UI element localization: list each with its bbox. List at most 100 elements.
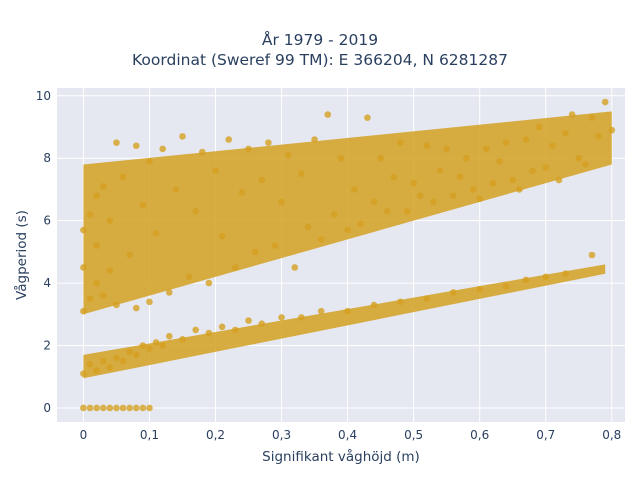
- data-point: [159, 342, 166, 349]
- data-point: [291, 264, 299, 271]
- dense-point-bands: [83, 111, 612, 379]
- data-point: [245, 145, 252, 153]
- data-point: [132, 304, 140, 312]
- data-point: [456, 173, 464, 181]
- data-point: [139, 404, 147, 412]
- data-point: [245, 317, 252, 324]
- data-point: [126, 348, 133, 356]
- data-point: [119, 404, 127, 412]
- data-point: [304, 223, 312, 231]
- data-point: [258, 320, 266, 327]
- data-point: [146, 404, 153, 412]
- data-point: [192, 326, 199, 334]
- y-tick-label: 8: [43, 151, 51, 165]
- y-tick-label: 0: [43, 401, 51, 415]
- data-point: [350, 186, 358, 193]
- data-point: [516, 186, 523, 193]
- data-point: [549, 142, 556, 150]
- data-point: [238, 189, 246, 196]
- data-point: [463, 154, 470, 162]
- data-point: [483, 145, 490, 153]
- data-point: [476, 195, 483, 203]
- data-point: [522, 276, 530, 284]
- data-point: [529, 167, 536, 175]
- data-point: [588, 251, 596, 259]
- data-point: [311, 136, 318, 143]
- data-point: [185, 273, 193, 281]
- data-point: [522, 136, 530, 143]
- data-point: [86, 295, 94, 303]
- data-point: [146, 158, 153, 165]
- data-point: [139, 201, 147, 209]
- data-point: [86, 360, 94, 368]
- data-point: [496, 158, 503, 165]
- data-point: [397, 298, 404, 306]
- data-point: [93, 279, 100, 287]
- data-point: [562, 270, 569, 278]
- data-point: [469, 186, 477, 193]
- data-point: [568, 111, 576, 118]
- y-axis-title: Vågperiod (s): [13, 210, 30, 300]
- data-point: [436, 167, 444, 175]
- data-point: [489, 179, 497, 187]
- data-point: [218, 232, 226, 240]
- data-point: [165, 289, 173, 296]
- data-point: [106, 267, 114, 274]
- data-point: [199, 148, 206, 156]
- data-point: [377, 154, 384, 162]
- data-point: [397, 139, 404, 146]
- x-tick-label: 0,1: [140, 428, 159, 442]
- data-point: [132, 351, 140, 359]
- x-axis-ticks: 0 0,1 0,2 0,3 0,4 0,5 0,6 0,7 0,8: [80, 428, 622, 442]
- y-axis-ticks: 0 2 4 6 8 10: [36, 89, 51, 415]
- data-point: [126, 404, 133, 412]
- data-point: [106, 217, 114, 224]
- data-point: [430, 198, 437, 206]
- data-point: [423, 142, 431, 150]
- x-axis-title: Signifikant våghöjd (m): [262, 448, 420, 465]
- data-point: [192, 207, 199, 215]
- data-point: [93, 242, 100, 249]
- x-tick-label: 0,8: [602, 428, 621, 442]
- data-point: [595, 133, 602, 140]
- y-tick-label: 6: [43, 214, 51, 228]
- data-points: [80, 98, 616, 412]
- data-point: [172, 186, 180, 193]
- data-point: [476, 286, 483, 293]
- data-point: [410, 179, 417, 187]
- data-point: [449, 192, 457, 199]
- data-point: [132, 142, 140, 150]
- data-point: [317, 236, 325, 243]
- x-tick-label: 0,3: [272, 428, 291, 442]
- data-point: [562, 129, 569, 137]
- data-point: [139, 342, 147, 349]
- data-point: [225, 136, 233, 143]
- data-point: [423, 295, 431, 303]
- data-point: [357, 220, 365, 228]
- data-point: [555, 176, 563, 184]
- x-tick-label: 0,6: [470, 428, 489, 442]
- x-tick-label: 0,2: [206, 428, 225, 442]
- data-point: [132, 404, 140, 412]
- data-point: [93, 404, 100, 412]
- y-tick-label: 4: [43, 276, 51, 290]
- data-point: [99, 292, 107, 299]
- data-point: [370, 198, 378, 206]
- data-point: [298, 314, 305, 321]
- data-point: [113, 139, 120, 146]
- data-point: [113, 404, 120, 412]
- data-point: [383, 207, 391, 215]
- data-point: [271, 242, 279, 249]
- data-point: [337, 154, 345, 162]
- data-point: [80, 404, 87, 412]
- data-point: [443, 145, 450, 153]
- data-point: [152, 339, 160, 346]
- data-point: [80, 226, 87, 234]
- data-point: [265, 139, 272, 146]
- data-point: [535, 123, 543, 131]
- data-point: [370, 301, 378, 309]
- data-point: [119, 173, 127, 181]
- data-point: [542, 164, 550, 171]
